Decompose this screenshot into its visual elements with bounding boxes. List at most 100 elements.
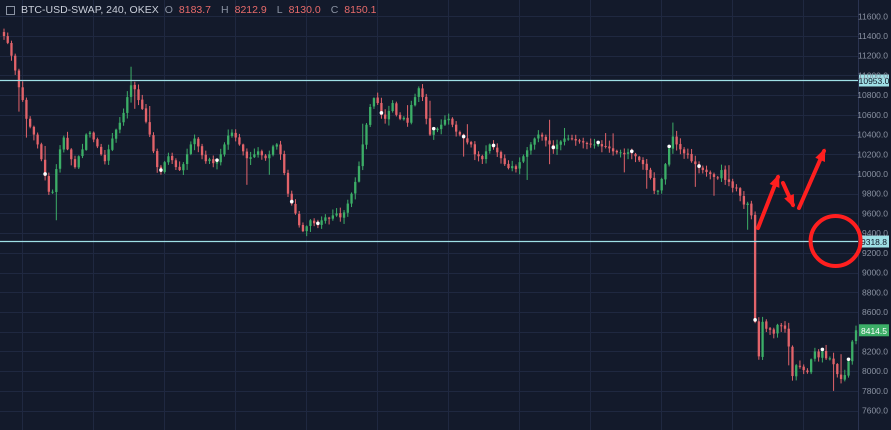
annotation-arrow-down[interactable]: [781, 181, 795, 208]
candle-body: [118, 122, 122, 130]
candle: [25, 97, 28, 138]
indicator-dot: [43, 172, 47, 176]
indicator-dot: [379, 111, 384, 115]
candle: [611, 133, 615, 156]
annotation-arrow-up-2[interactable]: [797, 148, 826, 210]
candle: [182, 162, 185, 175]
candle-body: [809, 359, 813, 373]
price-axis: 7600.07800.08000.08200.08400.08600.08800…: [857, 0, 889, 430]
candle: [623, 148, 626, 173]
candle-body: [178, 166, 181, 171]
arrow-head: [784, 194, 795, 208]
candle-body: [327, 217, 331, 219]
candle: [757, 317, 761, 360]
candle-body: [111, 138, 114, 150]
candle-body: [675, 136, 678, 145]
candle-body: [14, 55, 17, 71]
candle-body: [335, 213, 338, 216]
candle: [197, 137, 200, 153]
candle-body: [451, 118, 454, 125]
candle-body: [309, 220, 312, 226]
candle-body: [488, 144, 491, 152]
candle: [178, 161, 181, 172]
candle-body: [369, 106, 372, 125]
candle-body: [432, 130, 435, 135]
indicator-dot: [697, 164, 701, 168]
price-tick-label: 7600.0: [862, 406, 888, 416]
price-tick-label: 9800.0: [862, 189, 888, 199]
candle-body: [802, 366, 805, 371]
candle-body: [141, 99, 144, 109]
candle: [51, 189, 54, 194]
candle-body: [712, 174, 716, 177]
candle-body: [290, 193, 293, 204]
candle-body: [264, 155, 267, 159]
candle: [440, 119, 443, 135]
annotation-circle[interactable]: [808, 214, 863, 269]
candle-body: [824, 350, 828, 359]
indicator-dot: [461, 134, 466, 139]
candle-body: [559, 141, 562, 145]
candle-body: [746, 203, 749, 205]
candle-body: [185, 154, 189, 164]
candle-body: [170, 155, 174, 161]
candle: [765, 319, 768, 333]
close-value: 8150.1: [344, 4, 377, 16]
candle: [372, 97, 376, 109]
annotation-arrow-up-1[interactable]: [756, 174, 780, 230]
candle: [170, 152, 174, 164]
candle: [17, 68, 21, 112]
candle-body: [361, 144, 364, 167]
candle-body: [99, 146, 103, 155]
candle: [780, 323, 783, 332]
candle-body: [664, 164, 667, 180]
candle: [92, 131, 95, 143]
candle-body: [305, 226, 308, 232]
candle-body: [234, 132, 237, 138]
candle: [227, 129, 230, 150]
candle-body: [350, 193, 353, 204]
high-value: 8212.9: [234, 4, 267, 16]
candle-body: [742, 196, 746, 205]
candle-body: [503, 158, 506, 165]
candle-body: [144, 108, 148, 122]
candle-body: [709, 172, 712, 174]
candle-body: [51, 191, 54, 193]
candle: [503, 154, 506, 166]
candle-body: [256, 151, 260, 155]
candle: [451, 117, 454, 128]
candle: [585, 141, 589, 150]
candle: [219, 148, 222, 166]
candle-body: [585, 142, 589, 144]
candle: [522, 154, 525, 164]
candle-body: [36, 134, 39, 145]
candle: [387, 105, 391, 126]
candle: [167, 152, 170, 165]
candle: [679, 138, 682, 155]
candle: [615, 149, 619, 155]
candle: [230, 129, 234, 138]
price-tick-label: 7800.0: [862, 386, 888, 396]
symbol-label: BTC-USD-SWAP, 240, OKEX: [21, 4, 159, 16]
candle-body: [544, 136, 548, 141]
candle-body: [738, 188, 742, 196]
indicator-dot: [431, 126, 436, 131]
candle: [436, 127, 439, 133]
candle: [354, 177, 357, 200]
candle-body: [634, 153, 637, 157]
collapse-icon[interactable]: [6, 5, 15, 15]
candle: [346, 199, 349, 217]
candle-body: [122, 112, 125, 123]
candle-body: [197, 138, 200, 147]
candle: [473, 141, 477, 161]
candle: [686, 148, 690, 159]
candle-body: [765, 321, 768, 329]
candle-body: [548, 140, 551, 145]
candle: [783, 321, 787, 333]
candle: [525, 147, 529, 180]
candle: [189, 141, 193, 156]
arrow-shaft: [797, 149, 826, 210]
candle-body: [701, 167, 704, 171]
candle: [391, 100, 394, 113]
